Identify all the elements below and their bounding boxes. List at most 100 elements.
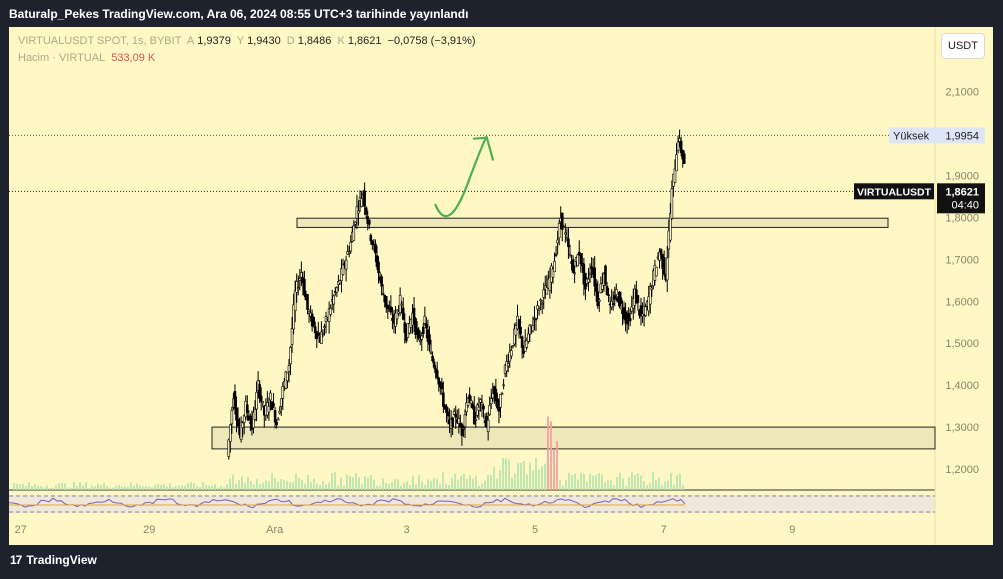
volume-bar [439,483,441,490]
candle-body [571,259,575,273]
ohlc-legend: VIRTUALUSDT SPOT, 1s, BYBIT A 1,9379 Y 1,9… [18,35,479,47]
symbol-label[interactable]: VIRTUALUSDT SPOT, 1s, BYBIT [18,35,182,47]
volume-bar [70,487,72,490]
volume-bar [472,478,474,490]
candle-body [451,417,454,428]
candle-body [662,257,666,275]
annotation-arrow-head [472,136,494,161]
volume-bar [100,484,102,490]
volume-bar [61,482,63,490]
candle-body [293,290,297,312]
candle-body [241,422,244,428]
volume-bar [415,484,417,490]
volume-bar [190,482,192,490]
volume-bar [196,485,198,490]
volume-bar [148,486,150,490]
annotation-arrow [434,136,488,218]
candle-body [374,243,377,254]
volume-bar [433,477,435,490]
volume-bar [481,483,483,490]
volume-bar [133,485,135,490]
candle-body [557,223,561,239]
candle-body [255,391,258,410]
volume-bar [418,475,420,490]
volume-bar [295,473,297,490]
volume-bar [142,486,144,490]
candle-body [446,411,450,417]
candle-body [590,266,593,269]
volume-bar [340,477,342,490]
volume-bar [394,478,396,490]
volume-bar [214,484,216,490]
candle-body [332,295,336,305]
volume-bar [157,484,159,490]
candle-body [367,219,371,225]
low-label: D [286,35,295,47]
candle-body [312,316,315,326]
volume-bar [628,476,630,490]
volume-bar [670,472,672,490]
candle-body [360,198,363,207]
volume-bar [310,482,312,490]
volume-bar [643,481,645,490]
volume-bar [346,474,348,490]
candle-body [560,212,564,230]
candle-body [525,340,529,348]
volume-bar [388,483,390,490]
tradingview-footer[interactable]: 17 TradingView [10,553,97,567]
candle-body [295,281,299,293]
candle-body [594,283,598,292]
candle-body [420,335,424,340]
y-tick-label: 1,8000 [945,212,979,224]
volume-bar [631,472,633,490]
volume-bar [382,478,384,490]
candle-body [338,280,342,284]
volume-bar [484,480,486,490]
volume-bar [559,480,561,490]
volume-bar [112,487,114,490]
volume-bar [544,463,546,490]
candle-body [321,333,325,335]
volume-bar [493,467,495,490]
candle-body [488,404,491,415]
rsi-pane [9,495,935,513]
candle-body [239,421,243,440]
candle-body [630,306,634,312]
volume-label[interactable]: Hacim · VIRTUAL [18,52,106,64]
tradingview-brand: TradingView [26,553,97,567]
volume-bar [52,487,54,490]
candle-body [289,347,292,365]
candle-body [619,297,623,304]
candle-body [520,336,524,349]
candle-body [286,372,289,381]
volume-bar [28,482,30,490]
volume-bar [622,478,624,490]
candle-body [613,295,617,300]
volume-bar [337,485,339,490]
volume-bar [487,474,489,490]
candle-body [477,406,481,411]
candle-body [437,377,441,385]
candle-body [267,405,271,413]
volume-bar [523,461,525,490]
price-chart[interactable]: 2,20002,10001,90001,80001,70001,60001,50… [9,27,993,545]
volume-bar [661,484,663,490]
y-tick-label: 1,7000 [945,254,979,266]
y-tick-label: 1,6000 [945,296,979,308]
candle-body [400,303,403,306]
volume-bar [169,483,171,490]
candle-body [229,424,232,442]
volume-bar [562,485,564,490]
candle-body [644,306,647,316]
volume-bar [139,485,141,490]
candle-body [235,407,238,421]
volume-bar [91,485,93,490]
candle-body [377,261,380,274]
currency-button[interactable]: USDT [941,33,985,59]
countdown-value: 04:40 [951,199,979,211]
volume-bar [349,475,351,490]
volume-bar [646,485,648,490]
volume-bar [304,483,306,490]
candle-body [329,308,332,315]
candle-body [551,268,555,278]
